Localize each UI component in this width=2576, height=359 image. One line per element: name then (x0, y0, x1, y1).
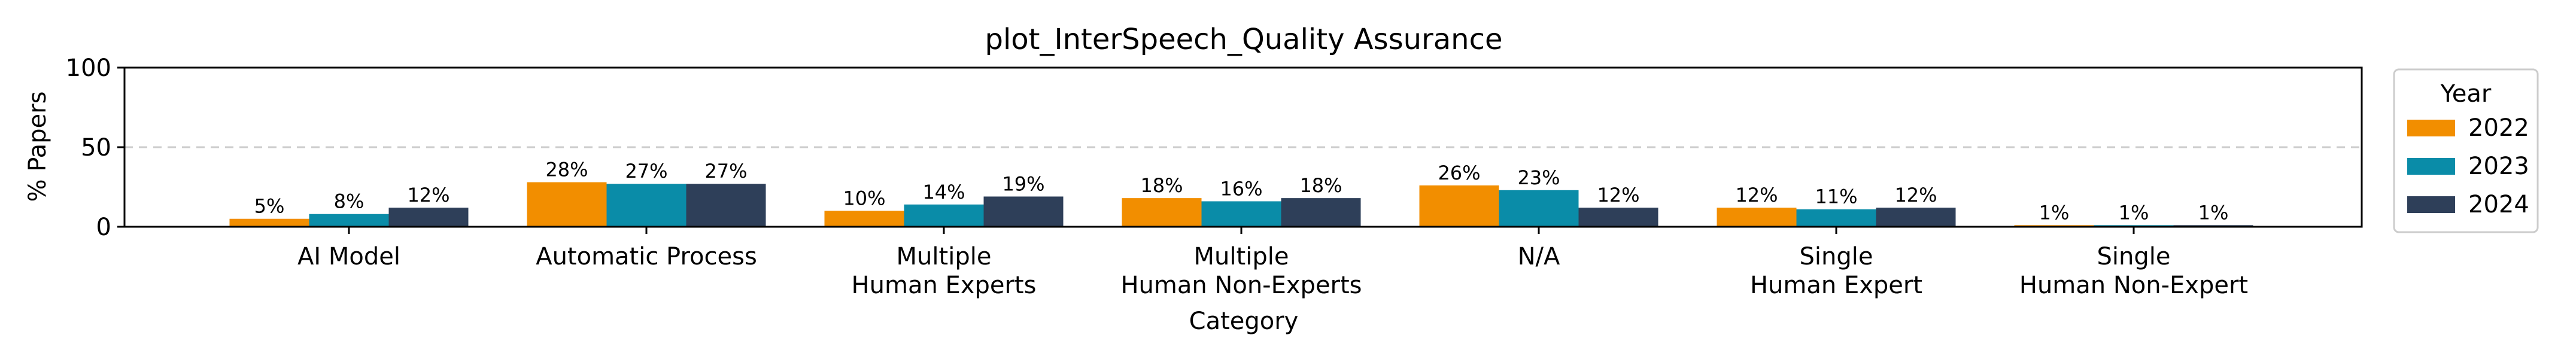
legend-label-2022: 2022 (2468, 114, 2529, 142)
bar-2022-4 (1419, 185, 1499, 227)
data-label-2024-5: 12% (1894, 184, 1937, 206)
legend-title: Year (2440, 80, 2492, 108)
data-label-2022-4: 26% (1438, 162, 1480, 184)
chart-title: plot_InterSpeech_Quality Assurance (985, 23, 1502, 56)
data-label-2024-0: 12% (407, 184, 449, 206)
data-label-2024-4: 12% (1597, 184, 1639, 206)
x-tick-label: Human Non-Experts (1120, 272, 1362, 299)
x-axis-label: Category (1189, 308, 1299, 335)
legend-label-2024: 2024 (2468, 191, 2529, 218)
x-tick-label: Human Non-Expert (2019, 272, 2248, 299)
data-label-2023-1: 27% (625, 160, 667, 182)
data-label-2022-0: 5% (254, 195, 285, 218)
data-label-2023-2: 14% (922, 181, 965, 203)
data-label-2022-3: 18% (1140, 174, 1183, 197)
data-label-2022-6: 1% (2039, 201, 2070, 224)
data-label-2022-2: 10% (843, 187, 885, 209)
bar-2022-3 (1122, 198, 1202, 227)
data-label-2023-0: 8% (334, 190, 364, 213)
data-label-2024-6: 1% (2198, 201, 2229, 224)
data-label-2024-1: 27% (704, 160, 747, 182)
y-axis-label: % Papers (24, 92, 51, 202)
y-tick-label: 0 (96, 214, 111, 241)
legend-swatch-2023 (2407, 158, 2455, 175)
bar-2024-3 (1281, 198, 1361, 227)
bar-2023-0 (309, 214, 389, 227)
bar-2022-5 (1717, 208, 1797, 227)
bar-2024-1 (686, 184, 766, 227)
data-label-2023-4: 23% (1517, 166, 1560, 189)
x-tick-label: Human Expert (1750, 272, 1922, 299)
data-label-2024-2: 19% (1002, 172, 1044, 195)
x-tick-label: Single (2097, 243, 2171, 270)
bar-2024-0 (388, 208, 469, 227)
x-tick-label: N/A (1518, 243, 1560, 270)
data-label-2022-5: 12% (1735, 184, 1778, 206)
x-tick-label: Automatic Process (536, 243, 757, 270)
legend-swatch-2024 (2407, 196, 2455, 213)
x-tick-label: Human Experts (852, 272, 1037, 299)
bar-2022-0 (229, 218, 309, 227)
bar-2022-2 (824, 211, 904, 227)
bar-2023-2 (904, 204, 984, 227)
bar-2024-4 (1578, 208, 1658, 227)
x-tick-label: Single (1800, 243, 1873, 270)
legend-swatch-2022 (2407, 120, 2455, 136)
data-label-2024-3: 18% (1299, 174, 1342, 197)
bar-2023-5 (1796, 209, 1876, 227)
x-tick-label: Multiple (897, 243, 992, 270)
y-tick-label: 50 (81, 134, 111, 162)
legend-label-2023: 2023 (2468, 153, 2529, 180)
data-label-2023-6: 1% (2119, 201, 2149, 224)
bar-2023-1 (606, 184, 686, 227)
data-label-2022-1: 28% (545, 159, 588, 181)
bar-2024-2 (983, 196, 1064, 227)
bar-2022-1 (527, 182, 607, 227)
x-tick-label: AI Model (297, 243, 400, 270)
data-label-2023-5: 11% (1815, 185, 1857, 208)
bar-2023-3 (1201, 201, 1281, 227)
x-tick-label: Multiple (1194, 243, 1289, 270)
legend: Year 2022 2023 2024 (2393, 68, 2539, 233)
legend-frame (2393, 68, 2539, 233)
bar-2024-5 (1876, 208, 1956, 227)
plot-area: 5% 28% 10% 18% 26% 12% 1% 8% 27% 14% 16% 23% 11% 1% 12… (66, 54, 2363, 299)
bar-2023-4 (1499, 190, 1579, 227)
data-label-2023-3: 16% (1220, 177, 1262, 200)
y-tick-label: 100 (66, 54, 111, 82)
